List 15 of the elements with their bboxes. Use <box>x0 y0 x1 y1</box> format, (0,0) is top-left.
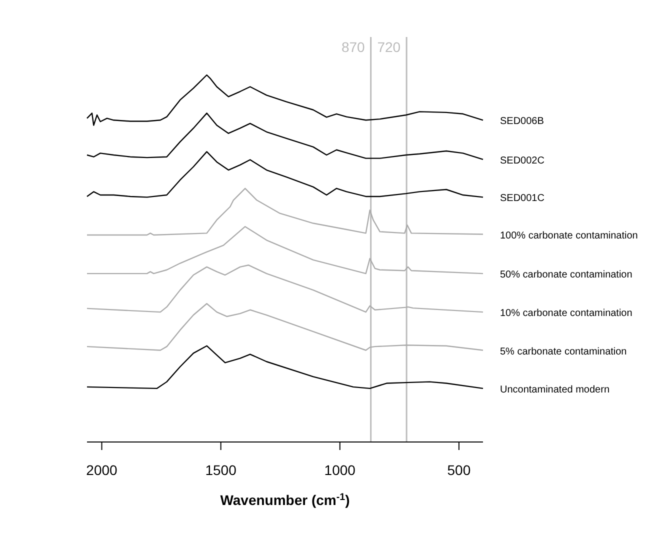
series-label: 10% carbonate contamination <box>500 308 632 320</box>
series-label: SED001C <box>500 193 544 204</box>
x-tick-label: 1500 <box>205 462 237 478</box>
x-axis-title: Wavenumber (cm$^{-1}$) <box>220 492 350 508</box>
x-tick-label: 2000 <box>86 462 118 478</box>
ref-line-label: 870 <box>341 39 366 55</box>
series-label: 5% carbonate contamination <box>500 346 627 358</box>
series-label: SED006B <box>500 116 544 128</box>
x-tick-label: 1000 <box>324 462 356 478</box>
series-label: Uncontaminated modern <box>500 384 610 396</box>
series-label: SED002C <box>500 155 544 166</box>
ref-line-label: 720 <box>377 39 401 55</box>
x-tick-label: 500 <box>447 462 471 478</box>
series-label: 100% carbonate contamination <box>500 230 638 242</box>
series-label: 50% carbonate contamination <box>500 270 632 281</box>
